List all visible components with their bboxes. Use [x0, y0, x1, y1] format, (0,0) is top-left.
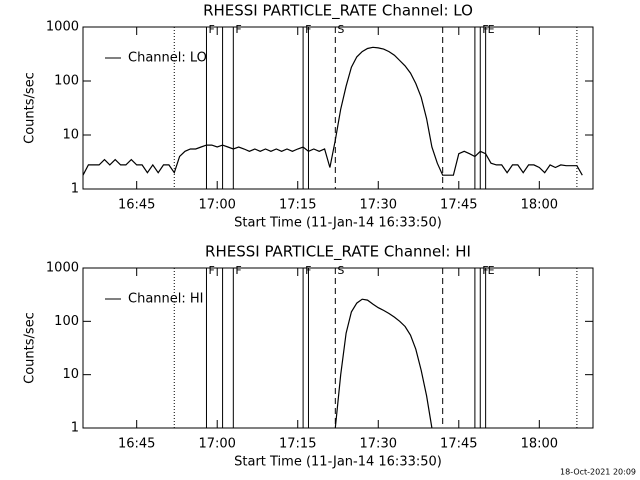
y-tick-label: 1000 — [46, 20, 79, 35]
x-tick-label: 18:00 — [521, 198, 558, 213]
data-line — [82, 46, 583, 176]
x-axis-label: Start Time (11-Jan-14 16:33:50) — [234, 216, 442, 231]
marker-label: S — [337, 264, 344, 277]
x-tick-label: 16:45 — [118, 198, 155, 213]
y-tick-label: 100 — [54, 314, 79, 329]
marker-label: F — [482, 264, 488, 277]
x-tick-label: 17:30 — [360, 198, 397, 213]
marker-label: F — [235, 23, 241, 36]
y-tick-label: 1 — [71, 182, 79, 197]
chart-title: RHESSI PARTICLE_RATE Channel: LO — [203, 2, 473, 21]
x-tick-label: 17:15 — [279, 437, 316, 452]
marker-label: F — [208, 264, 214, 277]
x-tick-label: 17:45 — [440, 198, 477, 213]
marker-label: F — [305, 264, 311, 277]
y-tick-label: 1 — [71, 421, 79, 436]
x-tick-label: 17:30 — [360, 437, 397, 452]
plot-frame — [82, 267, 594, 429]
chart-title: RHESSI PARTICLE_RATE Channel: HI — [205, 243, 471, 262]
data-line — [334, 298, 433, 429]
marker-label: E — [488, 264, 495, 277]
legend-label: Channel: HI — [128, 292, 204, 307]
x-tick-label: 17:15 — [279, 198, 316, 213]
x-tick-label: 17:45 — [440, 437, 477, 452]
x-axis-label: Start Time (11-Jan-14 16:33:50) — [234, 455, 442, 470]
marker-label: S — [337, 23, 344, 36]
x-tick-label: 18:00 — [521, 437, 558, 452]
timestamp: 18-Oct-2021 20:09 — [560, 468, 636, 477]
y-tick-label: 10 — [62, 367, 79, 382]
marker-label: F — [208, 23, 214, 36]
marker-label: F — [235, 264, 241, 277]
x-tick-label: 16:45 — [118, 437, 155, 452]
legend-label: Channel: LO — [128, 51, 207, 66]
y-axis-label: Counts/sec — [23, 312, 38, 384]
plot-frame — [82, 26, 594, 190]
y-tick-label: 1000 — [46, 261, 79, 276]
y-axis-label: Counts/sec — [23, 72, 38, 144]
y-tick-label: 100 — [54, 74, 79, 89]
x-tick-label: 17:00 — [198, 198, 235, 213]
marker-label: F — [305, 23, 311, 36]
y-tick-label: 10 — [62, 128, 79, 143]
marker-label: F — [482, 23, 488, 36]
marker-label: E — [488, 23, 495, 36]
x-tick-label: 17:00 — [198, 437, 235, 452]
